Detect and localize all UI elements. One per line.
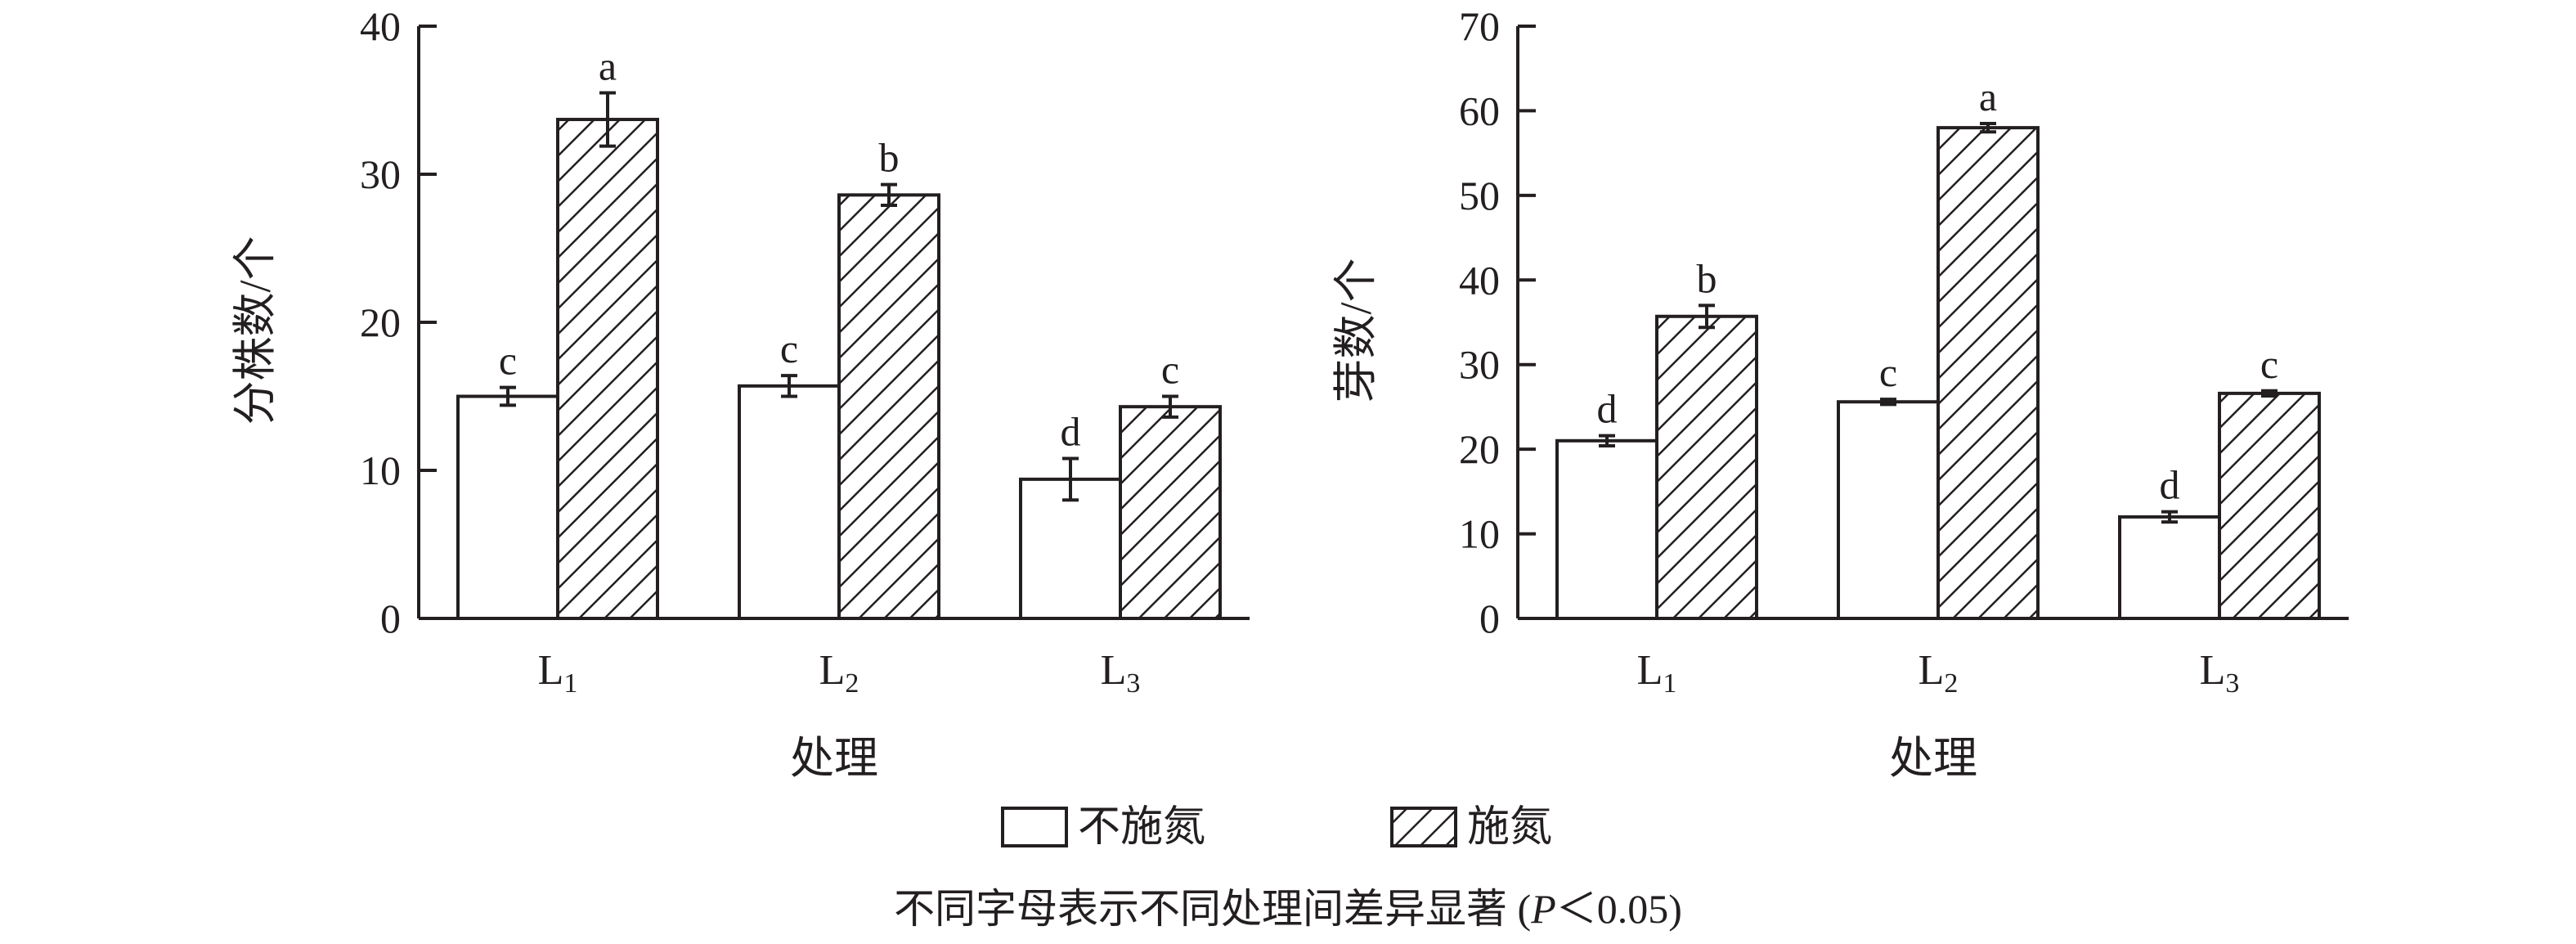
x-tick-label-L2: L2 bbox=[1919, 647, 1959, 699]
chart-panel-2: 0 10 20 30 40 50 60 70 芽数/个处理 d b L1 c a L2 d c L3 bbox=[1331, 3, 2349, 783]
y-axis-label: 分株数/个 bbox=[231, 236, 280, 425]
significance-letter: d bbox=[2160, 462, 2180, 508]
x-tick-label-L1: L1 bbox=[538, 647, 578, 699]
significance-letter: d bbox=[1597, 386, 1618, 432]
bar-no-nitrogen-L1 bbox=[456, 394, 559, 620]
bar-nitrogen-L3 bbox=[1119, 405, 1222, 620]
chart-panels: 0 10 20 30 40 分株数/个处理 c a L1 c b L2 d c L3 0 10 20 30 40 50 6… bbox=[231, 3, 2349, 783]
y-axis-label: 芽数/个 bbox=[1331, 258, 1380, 402]
bar-no-nitrogen-L1 bbox=[1555, 438, 1658, 620]
significance-letter: c bbox=[2260, 341, 2278, 387]
bar-nitrogen-L3 bbox=[2218, 391, 2321, 620]
x-tick-label-L1: L1 bbox=[1637, 647, 1677, 699]
x-tick-label-L3: L3 bbox=[2200, 647, 2240, 699]
y-tick-label: 10 bbox=[360, 447, 401, 493]
bar-no-nitrogen-L3 bbox=[2118, 515, 2221, 621]
x-axis-label: 处理 bbox=[1889, 734, 1977, 783]
y-tick-label: 30 bbox=[360, 151, 401, 197]
caption-tail: ＜0.05) bbox=[1556, 886, 1682, 932]
caption-main: 不同字母表示不同处理间差异显著 ( bbox=[894, 886, 1531, 932]
bar-nitrogen-L2 bbox=[837, 193, 940, 620]
figure-caption: 不同字母表示不同处理间差异显著 (P＜0.05) bbox=[894, 886, 1682, 932]
significance-letter: b bbox=[879, 135, 900, 181]
significance-letter: c bbox=[1161, 347, 1179, 393]
significance-letter: c bbox=[1879, 349, 1897, 395]
y-tick-label: 20 bbox=[360, 299, 401, 345]
y-tick-label: 60 bbox=[1459, 88, 1500, 133]
significance-letter: b bbox=[1697, 255, 1717, 301]
y-tick-label: 30 bbox=[1459, 342, 1500, 388]
x-axis-label: 处理 bbox=[790, 734, 878, 783]
y-tick-label: 0 bbox=[1479, 596, 1500, 641]
x-tick-label-L2: L2 bbox=[819, 647, 859, 699]
legend-label-nitrogen: 施氮 bbox=[1467, 804, 1552, 851]
legend-swatch-no-nitrogen bbox=[1001, 807, 1068, 847]
significance-letter: d bbox=[1061, 409, 1081, 455]
y-tick-label: 40 bbox=[1459, 257, 1500, 303]
chart-panel-1: 0 10 20 30 40 分株数/个处理 c a L1 c b L2 d c L3 bbox=[231, 3, 1250, 783]
y-tick-label: 10 bbox=[1459, 511, 1500, 557]
legend-swatch-nitrogen bbox=[1390, 807, 1457, 847]
significance-letter: a bbox=[599, 43, 617, 88]
bar-nitrogen-L1 bbox=[1655, 314, 1758, 620]
y-tick-label: 70 bbox=[1459, 3, 1500, 49]
significance-letter: c bbox=[499, 338, 517, 384]
bar-no-nitrogen-L2 bbox=[738, 384, 841, 620]
significance-letter: a bbox=[1979, 74, 1997, 119]
caption-p: P bbox=[1530, 886, 1556, 932]
y-tick-label: 40 bbox=[360, 3, 401, 49]
legend-label-no-nitrogen: 不施氮 bbox=[1078, 804, 1205, 851]
y-tick-label: 0 bbox=[380, 596, 401, 641]
y-tick-label: 20 bbox=[1459, 426, 1500, 472]
legend: 不施氮 施氮 bbox=[1001, 804, 1552, 851]
bar-nitrogen-L2 bbox=[1936, 126, 2040, 621]
bar-no-nitrogen-L2 bbox=[1837, 400, 1940, 620]
y-tick-label: 50 bbox=[1459, 173, 1500, 218]
significance-letter: c bbox=[780, 326, 798, 371]
bar-nitrogen-L1 bbox=[556, 118, 659, 620]
x-tick-label-L3: L3 bbox=[1101, 647, 1141, 699]
